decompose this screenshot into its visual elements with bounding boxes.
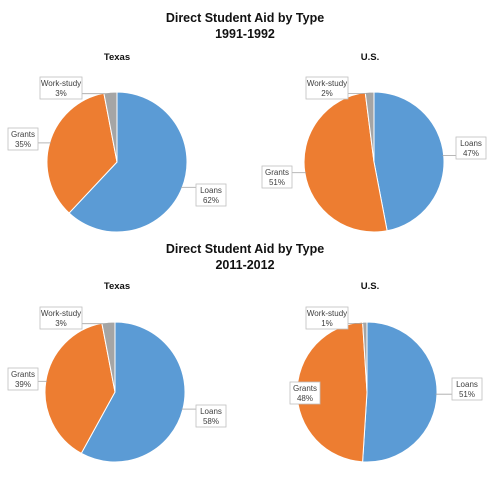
data-label-category-work-study: Work-study [41, 79, 81, 88]
chart-title-texas-2011: Texas [104, 281, 130, 292]
section-subtitle-2011: 2011-2012 [215, 258, 274, 272]
slice-loans [68, 91, 188, 233]
data-label-box-loans [195, 404, 227, 428]
chart-title-texas-1991: Texas [104, 52, 130, 63]
data-label-value-loans: 58% [203, 417, 219, 426]
slice-grants [46, 92, 118, 214]
data-label-category-loans: Loans [460, 139, 482, 148]
data-label-value-work-study: 1% [321, 319, 333, 328]
slice-work-study [364, 91, 375, 163]
slice-loans [362, 321, 438, 463]
pie-texas-1991 [46, 91, 188, 233]
data-label-category-grants: Grants [11, 370, 35, 379]
slice-work-study [101, 321, 116, 393]
data-label-box-work-study [39, 76, 83, 100]
data-label-box-loans [195, 183, 227, 207]
data-label-box-grants [7, 367, 39, 391]
pie-texas-2011 [44, 321, 186, 463]
slice-loans [373, 91, 445, 232]
section-title-2011: Direct Student Aid by Type [166, 242, 324, 256]
data-label-box-work-study [39, 306, 83, 330]
data-label-category-grants: Grants [11, 130, 35, 139]
data-label-value-grants: 35% [15, 140, 31, 149]
data-label-category-loans: Loans [456, 380, 478, 389]
data-label-category-loans: Loans [200, 407, 222, 416]
data-label-value-loans: 51% [459, 390, 475, 399]
data-label-category-grants: Grants [293, 384, 317, 393]
data-label-value-grants: 39% [15, 380, 31, 389]
data-label-box-loans [455, 136, 487, 160]
data-label-value-loans: 47% [463, 149, 479, 158]
chart-title-us-2011: U.S. [361, 281, 379, 292]
data-label-box-work-study [305, 306, 349, 330]
data-label-category-loans: Loans [200, 186, 222, 195]
data-label-value-work-study: 2% [321, 89, 333, 98]
data-label-value-work-study: 3% [55, 89, 67, 98]
slice-work-study [103, 91, 118, 163]
data-label-box-grants [7, 127, 39, 151]
chart-title-us-1991: U.S. [361, 52, 379, 63]
section-title-1991: Direct Student Aid by Type [166, 11, 324, 25]
data-label-box-work-study [305, 76, 349, 100]
data-label-value-work-study: 3% [55, 319, 67, 328]
data-label-box-grants [289, 381, 321, 405]
data-label-box-grants [261, 165, 293, 189]
slice-work-study [362, 321, 368, 393]
pie-us-1991 [303, 91, 445, 233]
data-label-category-work-study: Work-study [41, 309, 81, 318]
data-label-box-loans [451, 377, 483, 401]
data-label-value-loans: 62% [203, 196, 219, 205]
data-label-value-grants: 51% [269, 178, 285, 187]
data-label-category-grants: Grants [265, 168, 289, 177]
section-subtitle-1991: 1991-1992 [215, 27, 275, 41]
data-label-category-work-study: Work-study [307, 79, 347, 88]
data-label-category-work-study: Work-study [307, 309, 347, 318]
data-label-value-grants: 48% [297, 394, 313, 403]
